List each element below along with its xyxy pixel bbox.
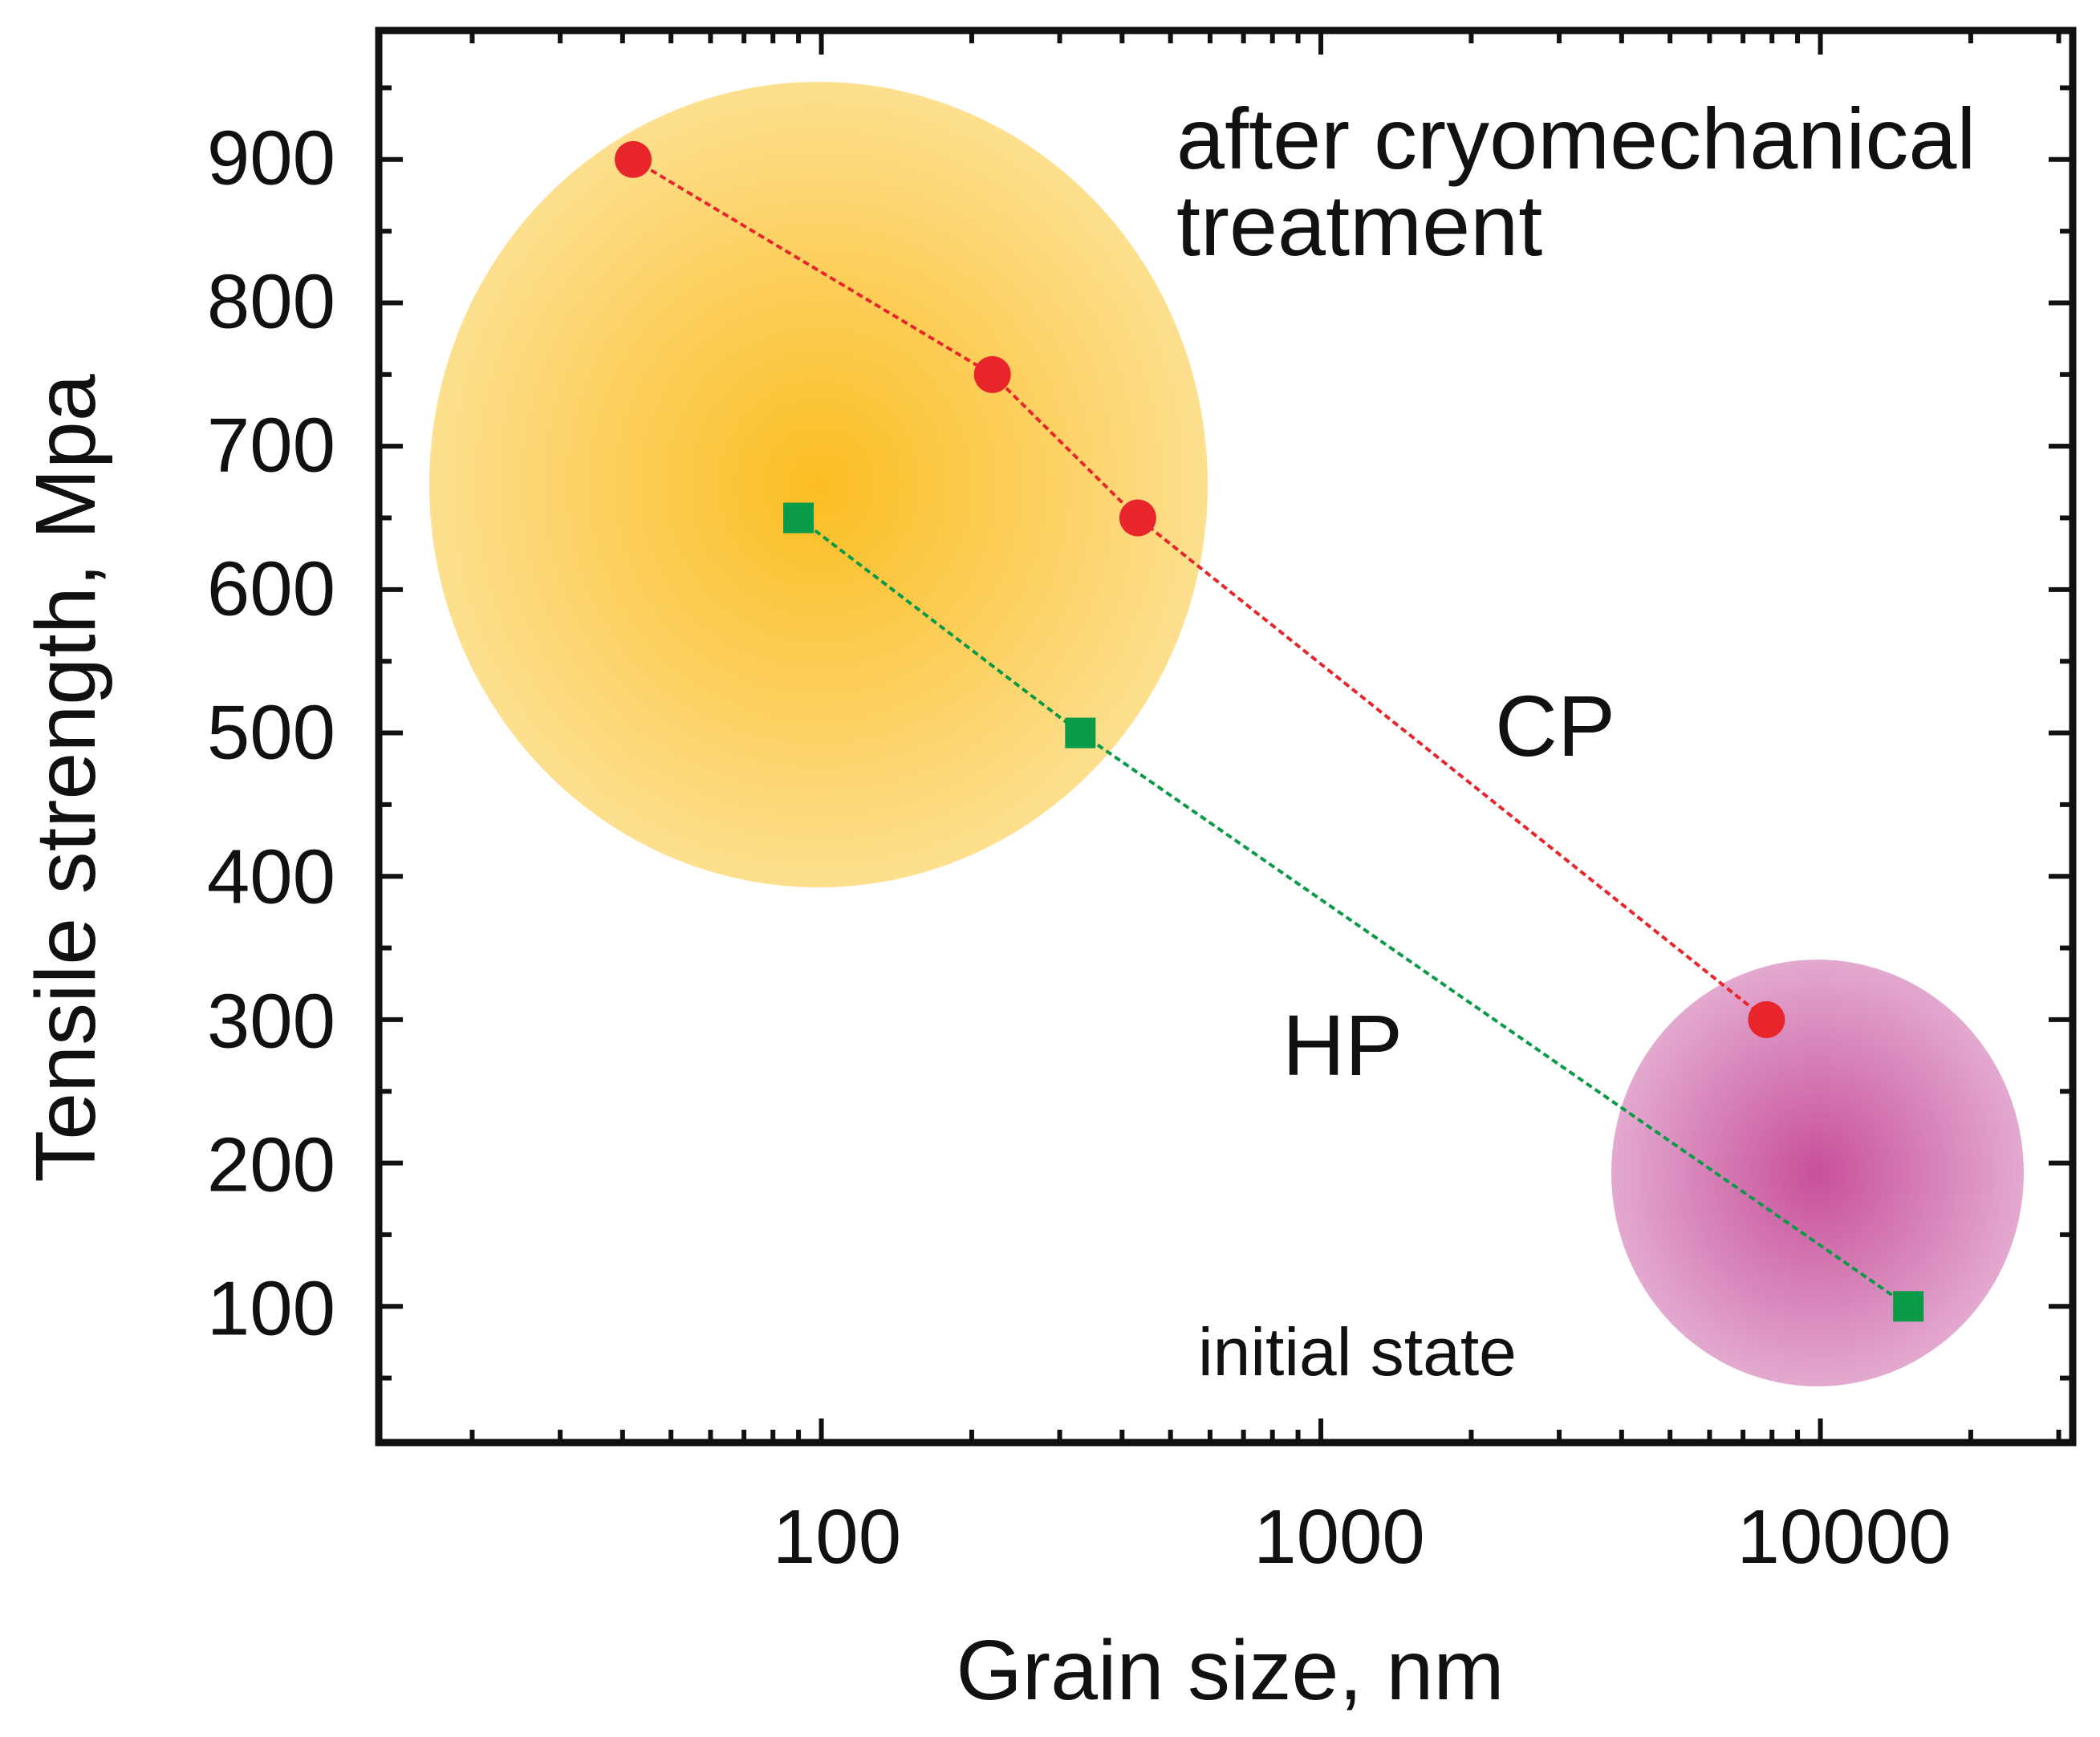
data-point-cp [1748,1000,1785,1038]
y-axis-label: Tensile strength, Mpa [18,374,113,1183]
annotation-after-cryomechanical: after cryomechanical [1176,90,1976,187]
annotation-cp: CP [1495,677,1615,774]
y-tick-label: 500 [207,689,335,775]
data-point-cp [973,355,1011,393]
region-initial-state [1611,960,2024,1386]
data-point-hp [783,502,814,534]
region-after-cryomechanical-treatment [429,82,1208,887]
highlight-regions [429,82,2024,1386]
annotation-initial-state: initial state [1198,1314,1517,1390]
y-tick-label: 400 [207,834,335,919]
series-line-hp [797,516,1910,1308]
x-tick-label: 1000 [1253,1494,1425,1580]
y-tick-label: 600 [207,546,335,631]
y-tick-label: 900 [207,115,335,201]
x-axis-label: Grain size, nm [956,1623,1504,1718]
plot-frame [375,26,2077,1447]
data-point-hp [1893,1291,1924,1322]
axis-ticks [379,30,2073,1443]
y-tick-label: 200 [207,1122,335,1207]
y-tick-label: 100 [207,1265,335,1351]
annotation-treatment: treatment [1176,177,1542,274]
y-tick-label: 700 [207,402,335,488]
data-point-cp [615,140,652,178]
series-lines [632,158,1910,1308]
data-point-cp [1119,499,1156,537]
series-line-cp [632,158,1768,1021]
x-tick-label: 10000 [1737,1494,1952,1580]
y-tick-labels: 100 200 300 400 500 600 700 800 900 [207,115,335,1351]
data-point-hp [1065,717,1096,749]
annotation-hp: HP [1282,996,1403,1094]
x-tick-label: 100 [773,1494,901,1580]
annotations: after cryomechanical treatment CP HP ini… [1176,90,1976,1390]
y-tick-label: 300 [207,978,335,1064]
y-tick-label: 800 [207,258,335,344]
x-tick-labels: 100 1000 10000 [773,1494,1952,1580]
series-markers [615,140,1924,1322]
